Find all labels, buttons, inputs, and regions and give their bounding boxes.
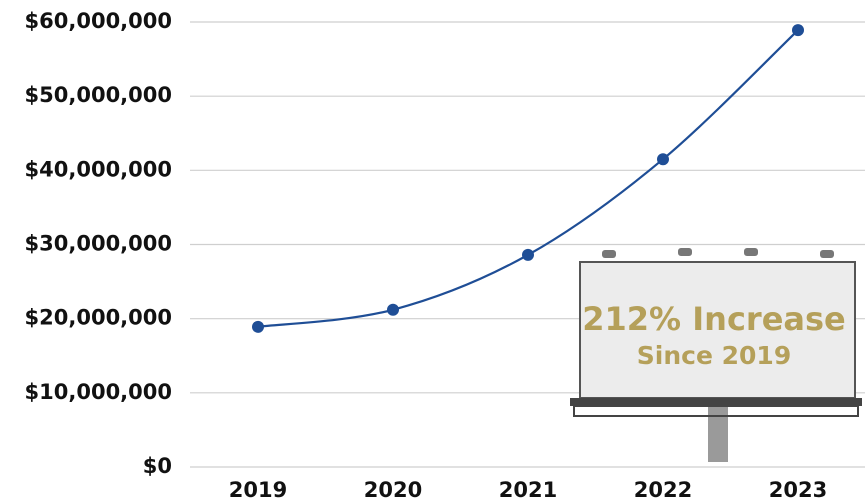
- point: [657, 153, 669, 165]
- point: [252, 321, 264, 333]
- y-tick-label: $50,000,000: [25, 83, 172, 107]
- y-tick-label: $10,000,000: [25, 380, 172, 404]
- billboard: 212% Increase Since 2019: [570, 248, 862, 462]
- point: [522, 249, 534, 261]
- annotation: Since 2019: [637, 341, 791, 370]
- y-tick-label: $20,000,000: [25, 306, 172, 330]
- y-tick-label: $40,000,000: [25, 157, 172, 181]
- billboard-lamps: [602, 248, 834, 258]
- annotation: 212% Increase: [582, 300, 845, 338]
- x-tick-label: 2021: [499, 478, 557, 502]
- chart: 212% Increase Since 2019 $0 $10,000,000 $2…: [0, 0, 865, 504]
- point: [387, 304, 399, 316]
- x-tick-label: 2020: [364, 478, 422, 502]
- point: [792, 24, 804, 36]
- x-tick-label: 2019: [229, 478, 287, 502]
- billboard-platform: [570, 398, 862, 406]
- y-tick-label: $60,000,000: [25, 9, 172, 33]
- y-tick-label: $0: [143, 454, 172, 478]
- billboard-pole: [708, 400, 728, 462]
- x-tick-label: 2022: [634, 478, 692, 502]
- y-tick-label: $30,000,000: [25, 232, 172, 256]
- x-tick-label: 2023: [769, 478, 827, 502]
